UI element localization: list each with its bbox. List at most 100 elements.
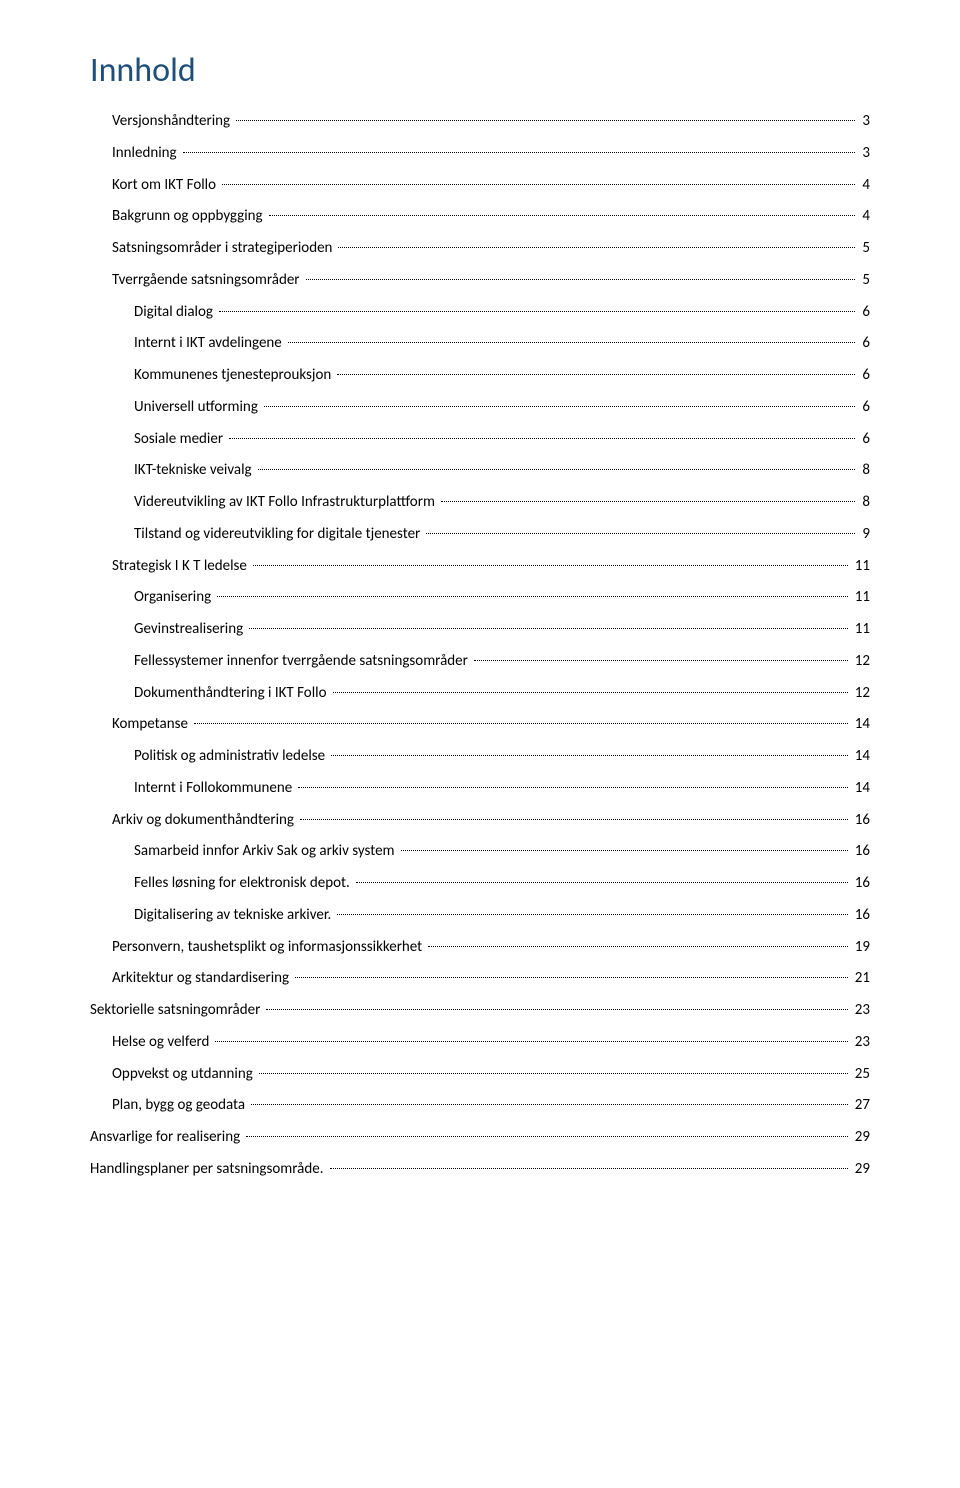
toc-entry-page[interactable]: 5	[858, 236, 870, 261]
toc-leader-dots	[426, 533, 855, 534]
toc-entry-label[interactable]: Felles løsning for elektronisk depot.	[134, 871, 354, 896]
toc-leader-dots	[330, 1168, 848, 1169]
toc-entry-page[interactable]: 6	[858, 300, 870, 325]
toc-entry-page[interactable]: 19	[851, 935, 870, 960]
toc-entry: Gevinstrealisering 11	[134, 617, 870, 642]
toc-entry: Internt i IKT avdelingene 6	[134, 331, 870, 356]
toc-entry-label[interactable]: Internt i IKT avdelingene	[134, 331, 286, 356]
toc-entry-page[interactable]: 27	[851, 1093, 870, 1118]
toc-entry-page[interactable]: 4	[858, 204, 870, 229]
toc-entry-label[interactable]: Oppvekst og utdanning	[112, 1062, 257, 1087]
toc-entry-page[interactable]: 23	[851, 1030, 870, 1055]
toc-entry-page[interactable]: 6	[858, 427, 870, 452]
toc-entry-page[interactable]: 3	[858, 109, 870, 134]
toc-entry-label[interactable]: Satsningsområder i strategiperioden	[112, 236, 336, 261]
toc-leader-dots	[194, 723, 848, 724]
toc-entry: Arkitektur og standardisering 21	[112, 966, 870, 991]
toc-entry-label[interactable]: Bakgrunn og oppbygging	[112, 204, 267, 229]
toc-entry-page[interactable]: 8	[858, 458, 870, 483]
toc-entry-label[interactable]: Digitalisering av tekniske arkiver.	[134, 903, 335, 928]
toc-entry-label[interactable]: Sektorielle satsningområder	[90, 998, 264, 1023]
toc-entry-page[interactable]: 4	[858, 173, 870, 198]
toc-entry-label[interactable]: Ansvarlige for realisering	[90, 1125, 244, 1150]
toc-entry-label[interactable]: Arkitektur og standardisering	[112, 966, 293, 991]
table-of-contents: Versjonshåndtering 3 Innledning 3 Kort om IK…	[90, 109, 870, 1182]
toc-leader-dots	[266, 1009, 847, 1010]
toc-entry-label[interactable]: Tverrgående satsningsområder	[112, 268, 304, 293]
toc-entry-page[interactable]: 25	[851, 1062, 870, 1087]
toc-leader-dots	[215, 1041, 847, 1042]
toc-entry-page[interactable]: 6	[858, 331, 870, 356]
toc-entry-label[interactable]: Versjonshåndtering	[112, 109, 234, 134]
toc-entry-page[interactable]: 9	[858, 522, 870, 547]
toc-entry-page[interactable]: 16	[851, 903, 870, 928]
toc-leader-dots	[246, 1136, 848, 1137]
toc-entry-label[interactable]: Kort om IKT Follo	[112, 173, 220, 198]
toc-leader-dots	[258, 469, 856, 470]
toc-entry-label[interactable]: Organisering	[134, 585, 215, 610]
toc-entry-page[interactable]: 6	[858, 395, 870, 420]
toc-entry-label[interactable]: Helse og velferd	[112, 1030, 213, 1055]
toc-entry: Handlingsplaner per satsningsområde. 29	[90, 1157, 870, 1182]
toc-entry-page[interactable]: 3	[858, 141, 870, 166]
toc-entry-label[interactable]: Tilstand og videreutvikling for digitale…	[134, 522, 424, 547]
toc-entry-page[interactable]: 29	[851, 1157, 870, 1182]
toc-entry-label[interactable]: Arkiv og dokumenthåndtering	[112, 808, 298, 833]
toc-entry-label[interactable]: Kommunenes tjenesteprouksjon	[134, 363, 335, 388]
toc-entry-label[interactable]: Plan, bygg og geodata	[112, 1093, 249, 1118]
toc-entry-page[interactable]: 16	[851, 839, 870, 864]
toc-entry-page[interactable]: 11	[851, 554, 870, 579]
toc-entry-page[interactable]: 14	[851, 744, 870, 769]
toc-entry-label[interactable]: Videreutvikling av IKT Follo Infrastrukt…	[134, 490, 439, 515]
toc-entry: Videreutvikling av IKT Follo Infrastrukt…	[134, 490, 870, 515]
toc-leader-dots	[249, 628, 848, 629]
toc-entry-page[interactable]: 5	[858, 268, 870, 293]
toc-entry-page[interactable]: 16	[851, 871, 870, 896]
toc-entry: Internt i Follokommunene 14	[134, 776, 870, 801]
toc-entry: Bakgrunn og oppbygging 4	[112, 204, 870, 229]
toc-entry: Fellessystemer innenfor tverrgående sats…	[134, 649, 870, 674]
toc-entry-label[interactable]: Universell utforming	[134, 395, 262, 420]
toc-entry: Digital dialog 6	[134, 300, 870, 325]
toc-entry: Helse og velferd 23	[112, 1030, 870, 1055]
toc-entry-label[interactable]: Fellessystemer innenfor tverrgående sats…	[134, 649, 472, 674]
toc-entry-label[interactable]: Innledning	[112, 141, 181, 166]
toc-leader-dots	[222, 184, 855, 185]
toc-entry-page[interactable]: 11	[851, 585, 870, 610]
toc-entry-page[interactable]: 16	[851, 808, 870, 833]
toc-entry-page[interactable]: 21	[851, 966, 870, 991]
toc-entry-page[interactable]: 6	[858, 363, 870, 388]
toc-leader-dots	[306, 279, 856, 280]
toc-entry-page[interactable]: 14	[851, 712, 870, 737]
toc-leader-dots	[338, 247, 855, 248]
toc-entry: Ansvarlige for realisering 29	[90, 1125, 870, 1150]
toc-entry: Tilstand og videreutvikling for digitale…	[134, 522, 870, 547]
toc-entry: Tverrgående satsningsområder 5	[112, 268, 870, 293]
toc-entry-page[interactable]: 29	[851, 1125, 870, 1150]
toc-entry-page[interactable]: 8	[858, 490, 870, 515]
toc-entry-label[interactable]: Digital dialog	[134, 300, 217, 325]
toc-entry-label[interactable]: IKT-tekniske veivalg	[134, 458, 256, 483]
toc-entry-page[interactable]: 12	[851, 681, 870, 706]
toc-entry-label[interactable]: Internt i Follokommunene	[134, 776, 296, 801]
toc-leader-dots	[253, 565, 848, 566]
toc-entry-page[interactable]: 14	[851, 776, 870, 801]
toc-entry-label[interactable]: Gevinstrealisering	[134, 617, 247, 642]
toc-entry: Personvern, taushetsplikt og informasjon…	[112, 935, 870, 960]
toc-entry-label[interactable]: Kompetanse	[112, 712, 192, 737]
toc-entry-label[interactable]: Sosiale medier	[134, 427, 227, 452]
toc-entry-label[interactable]: Strategisk I K T ledelse	[112, 554, 251, 579]
toc-entry: Felles løsning for elektronisk depot. 16	[134, 871, 870, 896]
toc-entry-label[interactable]: Politisk og administrativ ledelse	[134, 744, 329, 769]
toc-entry-label[interactable]: Dokumenthåndtering i IKT Follo	[134, 681, 331, 706]
toc-entry-label[interactable]: Handlingsplaner per satsningsområde.	[90, 1157, 328, 1182]
toc-leader-dots	[474, 660, 848, 661]
toc-entry-label[interactable]: Personvern, taushetsplikt og informasjon…	[112, 935, 426, 960]
toc-leader-dots	[264, 406, 856, 407]
toc-entry-page[interactable]: 23	[851, 998, 870, 1023]
toc-entry: Organisering 11	[134, 585, 870, 610]
toc-entry-label[interactable]: Samarbeid innfor Arkiv Sak og arkiv syst…	[134, 839, 399, 864]
toc-entry-page[interactable]: 11	[851, 617, 870, 642]
toc-entry-page[interactable]: 12	[851, 649, 870, 674]
toc-entry: Universell utforming 6	[134, 395, 870, 420]
